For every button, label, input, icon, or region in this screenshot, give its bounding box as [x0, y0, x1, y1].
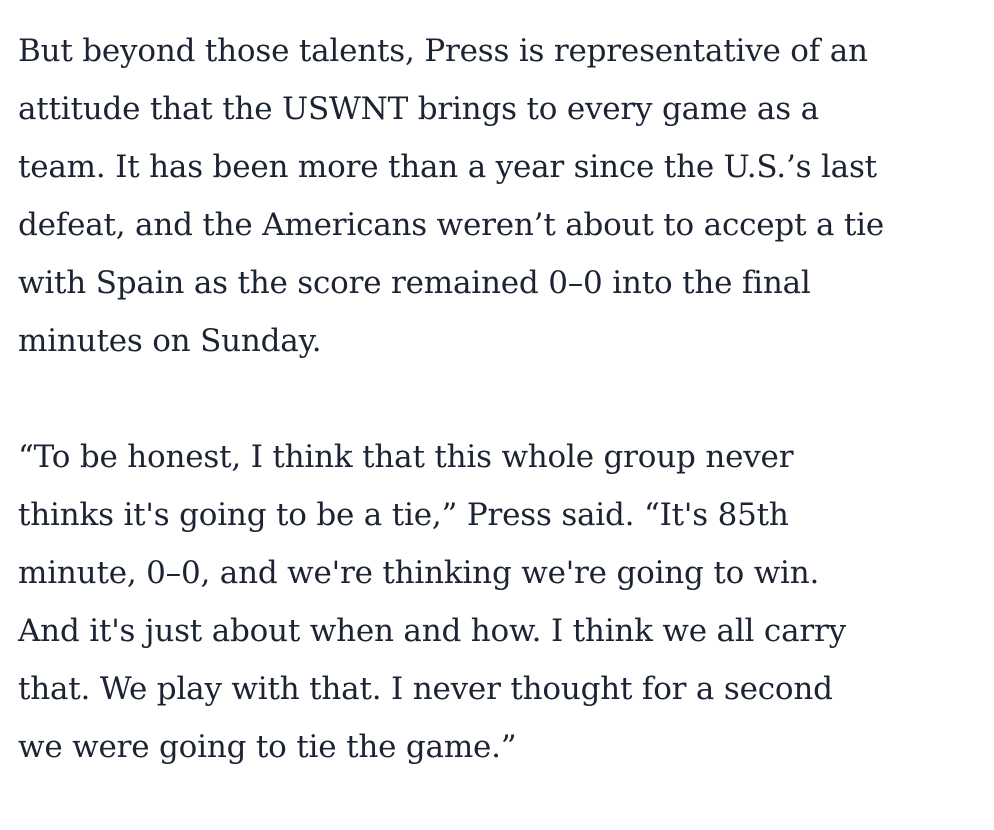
- paragraph-line: defeat, and the Americans weren’t about …: [18, 207, 885, 243]
- paragraph-spacer: [18, 370, 978, 428]
- article-body: But beyond those talents, Press is repre…: [18, 22, 978, 776]
- quote-line: that. We play with that. I never thought…: [18, 671, 833, 707]
- quote-line: minute, 0–0, and we're thinking we're go…: [18, 555, 820, 591]
- quote-paragraph: “To be honest, I think that this whole g…: [18, 428, 978, 776]
- quote-line: thinks it's going to be a tie,” Press sa…: [18, 497, 789, 533]
- paragraph-line: minutes on Sunday.: [18, 323, 322, 359]
- paragraph-line: with Spain as the score remained 0–0 int…: [18, 265, 811, 301]
- quote-line: we were going to tie the game.”: [18, 729, 517, 765]
- paragraph-line: But beyond those talents, Press is repre…: [18, 33, 868, 69]
- quote-line: And it's just about when and how. I thin…: [18, 613, 846, 649]
- paragraph-line: attitude that the USWNT brings to every …: [18, 91, 819, 127]
- paragraph-line: team. It has been more than a year since…: [18, 149, 877, 185]
- paragraph-1: But beyond those talents, Press is repre…: [18, 22, 978, 370]
- quote-line: “To be honest, I think that this whole g…: [18, 439, 794, 475]
